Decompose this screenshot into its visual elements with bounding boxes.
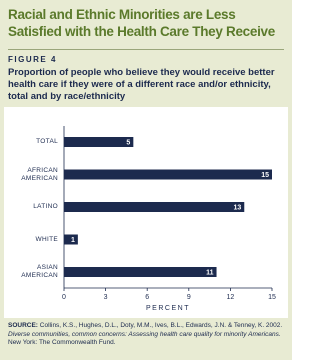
- x-tick-label: 9: [187, 294, 191, 301]
- category-label: TOTAL: [36, 138, 58, 145]
- subtitle: Proportion of people who believe they wo…: [8, 67, 275, 102]
- figure-number: FIGURE 4: [8, 55, 57, 64]
- x-tick-label: 0: [62, 294, 66, 301]
- category-label: ASIAN AMERICAN: [21, 264, 58, 279]
- bar: [64, 202, 245, 212]
- value-label: 5: [126, 139, 130, 146]
- x-tick-label: 12: [227, 294, 235, 301]
- category-label: LATINO: [33, 203, 58, 210]
- category-label: WHITE: [35, 235, 58, 243]
- x-tick-label: 6: [145, 294, 149, 301]
- bar: [64, 169, 272, 180]
- x-tick-label: 3: [104, 294, 108, 301]
- source-title: Diverse communities, common concerns: As…: [8, 330, 281, 338]
- rule: [8, 49, 284, 50]
- source-publisher: New York: The Commonwealth Fund.: [8, 339, 116, 346]
- page: PERCENT 0 3 6 9 12 15 5 15 13 1 11 Racial and Ethn…: [0, 0, 292, 360]
- bar: [64, 234, 78, 245]
- x-axis-label: PERCENT: [146, 305, 190, 312]
- value-label: 1: [71, 237, 75, 244]
- value-label: 15: [261, 172, 269, 179]
- category-label: AFRICAN AMERICAN: [21, 166, 58, 182]
- source: SOURCE: Collins, K.S., Hughes, D.L., Dot…: [8, 322, 284, 348]
- value-label: 11: [206, 269, 214, 276]
- x-tick-label: 15: [268, 294, 276, 301]
- source-text: Collins, K.S., Hughes, D.L., Doty, M.M.,…: [39, 322, 283, 329]
- value-label: 13: [233, 204, 241, 211]
- bar: [64, 267, 217, 277]
- title: Racial and Ethnic Minorities are Less Sa…: [8, 7, 275, 39]
- source-label: SOURCE:: [8, 322, 38, 329]
- bar: [64, 137, 134, 147]
- chart-panel: [4, 107, 288, 318]
